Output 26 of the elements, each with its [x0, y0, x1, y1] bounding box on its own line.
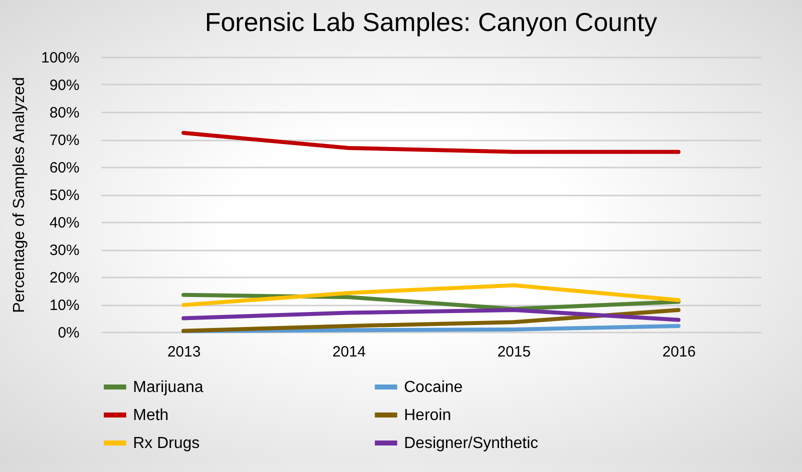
- legend-label: Marijuana: [133, 379, 204, 396]
- x-tick-label: 2015: [497, 344, 531, 360]
- chart-title: Forensic Lab Samples: Canyon County: [204, 7, 658, 37]
- legend-label: Designer/Synthetic: [404, 435, 538, 452]
- y-tick-label: 0%: [58, 324, 80, 342]
- y-tick-label: 80%: [49, 104, 80, 122]
- y-tick-label: 10%: [49, 297, 80, 314]
- y-tick-label: 30%: [49, 242, 80, 259]
- y-tick-label: 60%: [49, 160, 80, 176]
- line-series: [182, 308, 680, 322]
- y-tick-label: 100%: [41, 50, 80, 66]
- x-tick-label: 2014: [332, 344, 366, 360]
- legend-label: Meth: [133, 407, 169, 424]
- x-tick-label: 2013: [167, 344, 201, 360]
- legend-label: Heroin: [404, 407, 452, 424]
- line-series: [182, 283, 680, 308]
- y-tick-label: 90%: [49, 77, 80, 94]
- x-tick-label: 2016: [662, 344, 696, 360]
- y-tick-label: 50%: [49, 187, 80, 204]
- y-tick-label: 20%: [49, 270, 80, 286]
- y-axis-title: Percentage of Samples Analyzed: [11, 77, 28, 313]
- y-tick-label: 40%: [49, 214, 80, 232]
- legend-label: Rx Drugs: [133, 435, 200, 452]
- y-tick-label: 70%: [49, 132, 80, 149]
- line-series: [182, 308, 680, 333]
- legend-label: Cocaine: [404, 379, 463, 396]
